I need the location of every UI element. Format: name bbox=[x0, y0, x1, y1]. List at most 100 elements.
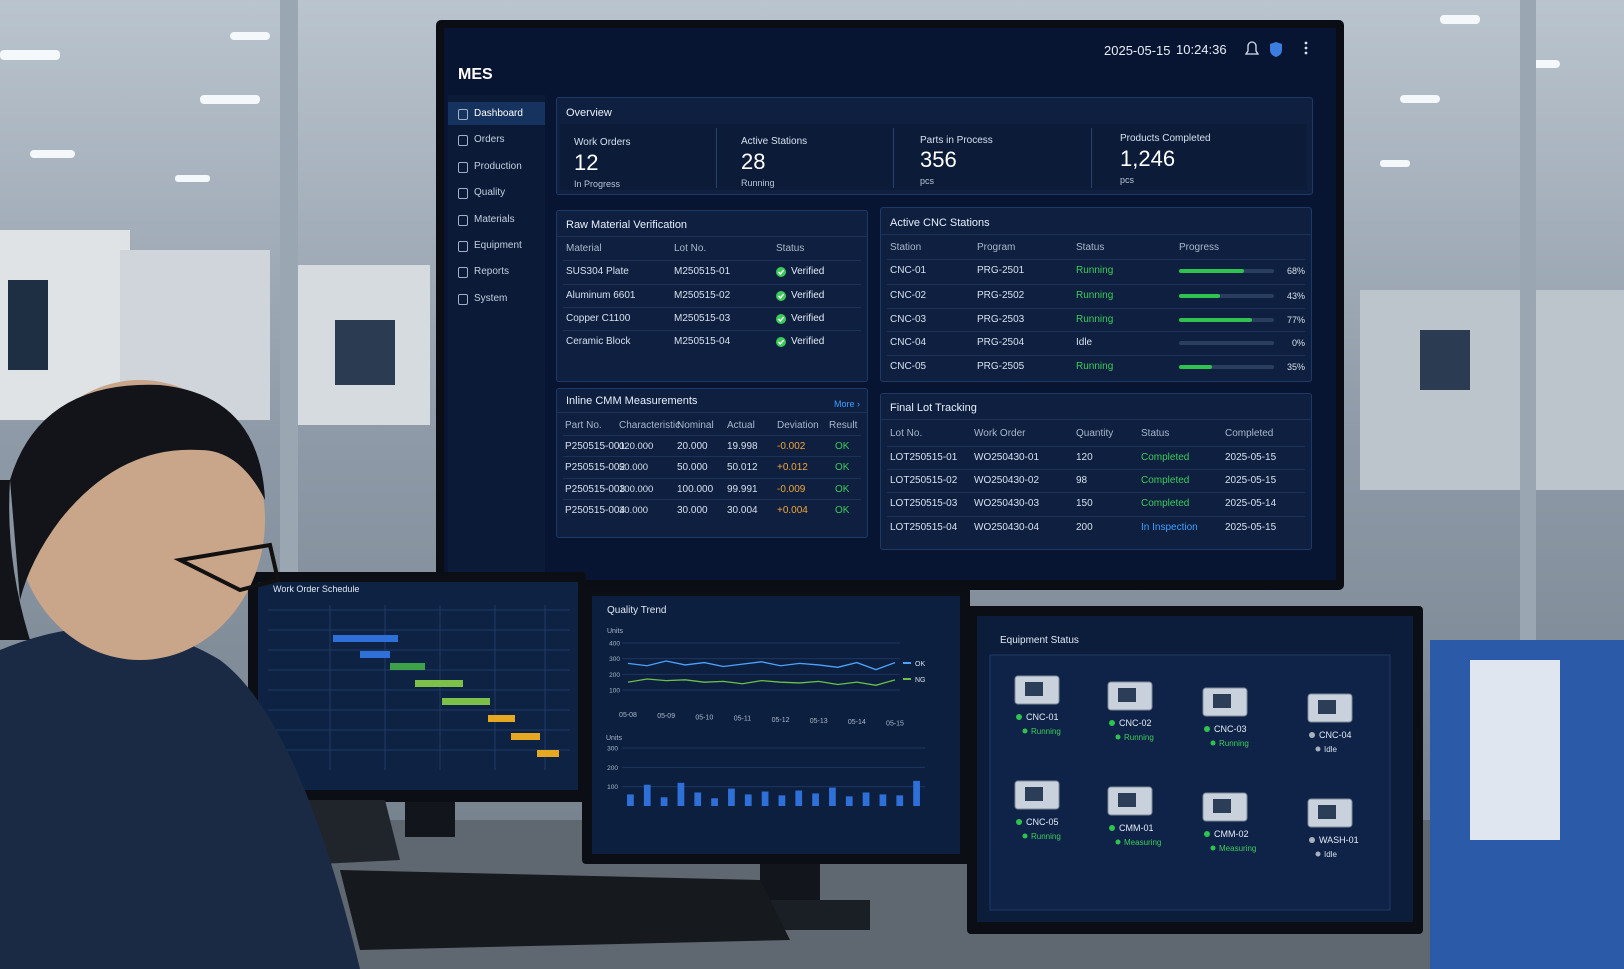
equipment-name: CNC-05 bbox=[1026, 817, 1059, 827]
equipment-status: Measuring bbox=[1219, 844, 1256, 853]
progress-bar bbox=[1179, 269, 1244, 273]
bell-icon[interactable] bbox=[1244, 41, 1260, 55]
status-text: Completed bbox=[1141, 475, 1190, 486]
date: 2025-05-15 bbox=[1104, 43, 1171, 58]
row-separator bbox=[563, 435, 861, 436]
status-text: Verified bbox=[791, 266, 825, 277]
table-cell: SUS304 Plate bbox=[566, 266, 629, 277]
table-cell: 100.000 bbox=[677, 484, 714, 495]
status-text: Running bbox=[1076, 361, 1114, 372]
row-separator bbox=[563, 456, 861, 457]
table-cell: LOT250515-03 bbox=[890, 498, 958, 509]
shield-icon[interactable] bbox=[1270, 42, 1282, 57]
equipment-name: CMM-02 bbox=[1214, 829, 1249, 839]
bar bbox=[795, 790, 803, 806]
table-cell: 99.991 bbox=[727, 484, 758, 495]
table-cell: PRG-2505 bbox=[977, 361, 1025, 372]
machine-window bbox=[1025, 787, 1043, 801]
table-cell: WO250430-04 bbox=[974, 522, 1040, 533]
column-header: Lot No. bbox=[890, 428, 923, 439]
verified-icon bbox=[776, 267, 786, 277]
verified-icon bbox=[776, 337, 786, 347]
row-separator bbox=[887, 331, 1305, 332]
panel-title: Final Lot Tracking bbox=[890, 402, 977, 414]
line-series bbox=[627, 678, 896, 686]
icon-check bbox=[777, 293, 785, 300]
final-lot-panel: Final Lot Tracking Lot No. Work Order Quant… bbox=[880, 393, 1312, 550]
sep bbox=[881, 234, 1311, 235]
column-header: Part No. bbox=[565, 420, 602, 431]
progress-label: 0% bbox=[1291, 338, 1305, 348]
status-text: Completed bbox=[1141, 498, 1190, 509]
schedule-monitor: Work Order Schedule bbox=[248, 572, 586, 837]
table-cell: P250515-004 bbox=[565, 505, 626, 516]
column-header: Status bbox=[1076, 242, 1105, 253]
table-cell: CNC-02 bbox=[890, 290, 927, 301]
nav-highlight bbox=[448, 102, 545, 125]
equipment-name: CNC-01 bbox=[1026, 712, 1059, 722]
chart-title: Quality Trend bbox=[607, 605, 666, 616]
menu-icon[interactable] bbox=[1304, 41, 1308, 55]
status-dot bbox=[1309, 837, 1315, 843]
sidebar bbox=[448, 95, 545, 575]
nav-item[interactable]: Production bbox=[474, 160, 522, 172]
equipment-status: Idle bbox=[1324, 850, 1337, 859]
nav-item[interactable]: Orders bbox=[474, 134, 505, 146]
panel-title: Active CNC Stations bbox=[890, 217, 990, 229]
table-cell: 2025-05-15 bbox=[1225, 475, 1277, 486]
nav-item[interactable]: Dashboard bbox=[474, 108, 523, 119]
deviation: -0.009 bbox=[777, 484, 806, 495]
legend-label: OK bbox=[915, 661, 925, 668]
progress-label: 43% bbox=[1286, 291, 1305, 301]
nav-item[interactable]: System bbox=[474, 292, 508, 304]
bar bbox=[694, 792, 702, 806]
card-divider bbox=[1091, 128, 1092, 188]
nav-icon bbox=[458, 135, 468, 147]
table-cell: 020.000 bbox=[619, 441, 654, 452]
nav-item[interactable]: Materials bbox=[474, 213, 515, 225]
table-cell: 2025-05-15 bbox=[1225, 522, 1277, 533]
status-dot bbox=[1210, 740, 1216, 746]
column-header: Lot No. bbox=[674, 243, 707, 254]
nav-item[interactable]: Reports bbox=[474, 266, 510, 278]
table-cell: M250515-02 bbox=[674, 290, 731, 301]
progress-label: 35% bbox=[1286, 362, 1305, 372]
status-text: Running bbox=[1076, 265, 1114, 276]
status-dot bbox=[1315, 746, 1321, 752]
more-link[interactable]: More › bbox=[834, 399, 861, 409]
result: OK bbox=[835, 505, 850, 516]
row-separator bbox=[887, 259, 1305, 260]
app-name: MES bbox=[458, 66, 493, 83]
equipment-name: CNC-03 bbox=[1214, 724, 1247, 734]
table-cell: 2025-05-15 bbox=[1225, 452, 1277, 463]
table-cell: M250515-04 bbox=[674, 336, 731, 347]
equipment-status: Running bbox=[1219, 739, 1249, 748]
nav-item[interactable]: Quality bbox=[474, 187, 506, 199]
nav-item[interactable]: Equipment bbox=[474, 240, 522, 251]
equipment-name: CMM-01 bbox=[1119, 823, 1154, 833]
column-header: Status bbox=[776, 243, 805, 254]
table-cell: LOT250515-01 bbox=[890, 452, 958, 463]
table-cell: CNC-01 bbox=[890, 265, 927, 276]
time: 10:24:36 bbox=[1176, 42, 1227, 57]
status-dot bbox=[1115, 734, 1121, 740]
status-dot bbox=[1022, 833, 1028, 839]
table-cell: PRG-2504 bbox=[977, 337, 1025, 348]
verified-icon bbox=[776, 314, 786, 324]
panel-title: Raw Material Verification bbox=[566, 219, 688, 231]
status-text: Verified bbox=[791, 290, 825, 301]
panel-title: Inline CMM Measurements bbox=[566, 395, 698, 407]
nav-icon bbox=[458, 267, 468, 279]
y-tick-label: 400 bbox=[609, 641, 620, 648]
row-separator bbox=[887, 469, 1305, 470]
table-cell: M250515-01 bbox=[674, 266, 731, 277]
column-header: Program bbox=[977, 242, 1016, 253]
sep bbox=[557, 412, 867, 413]
table-cell: WO250430-02 bbox=[974, 475, 1040, 486]
table-cell: LOT250515-02 bbox=[890, 475, 958, 486]
machine-window bbox=[1025, 682, 1043, 696]
sep bbox=[881, 419, 1311, 420]
status-dot bbox=[1022, 728, 1028, 734]
panel-title: Overview bbox=[566, 107, 612, 119]
column-header: Quantity bbox=[1076, 428, 1114, 439]
